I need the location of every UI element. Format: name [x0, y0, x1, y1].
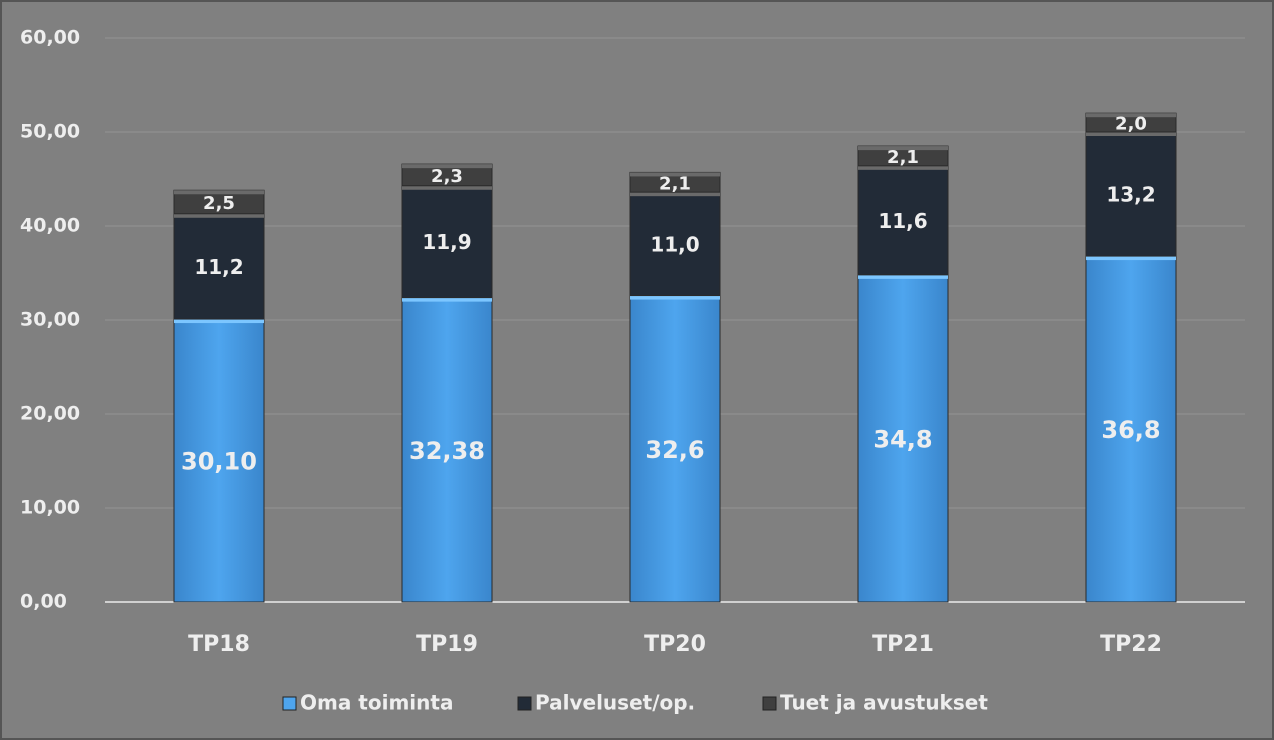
legend-label: Oma toiminta: [300, 691, 453, 715]
bar-bevel: [1086, 113, 1176, 118]
x-tick-label: TP19: [416, 632, 478, 657]
data-label: 13,2: [1106, 183, 1155, 207]
data-label: 32,38: [409, 437, 485, 465]
y-tick-label: 30,00: [20, 309, 80, 331]
y-tick-label: 0,00: [20, 591, 67, 613]
bar-bevel: [174, 190, 264, 195]
x-tick-label: TP20: [644, 632, 706, 657]
legend-label: Palveluset/op.: [535, 691, 695, 715]
bar-segment: [401, 297, 493, 603]
x-tick-label: TP18: [188, 632, 250, 657]
bar-segment: [629, 295, 721, 603]
bar-bevel: [858, 165, 948, 170]
bar-segment: [173, 318, 265, 603]
data-label: 32,6: [645, 436, 704, 464]
legend-label: Tuet ja avustukset: [780, 691, 988, 715]
bar-bevel: [402, 297, 492, 302]
bar-bevel: [858, 274, 948, 279]
y-tick-label: 10,00: [20, 497, 80, 519]
legend-marker: [517, 696, 532, 711]
bar-bevel: [1086, 256, 1176, 261]
legend-marker: [282, 696, 297, 711]
bar-bevel: [174, 213, 264, 218]
data-label: 2,5: [203, 193, 235, 214]
data-label: 11,0: [650, 232, 699, 256]
data-label: 11,6: [878, 209, 927, 233]
bar-segment: [629, 191, 721, 297]
bar-bevel: [402, 185, 492, 190]
data-label: 36,8: [1101, 416, 1160, 444]
y-tick-label: 20,00: [20, 403, 80, 425]
data-label: 30,10: [181, 448, 257, 476]
x-tick-label: TP21: [872, 632, 934, 657]
data-label: 2,3: [431, 166, 463, 187]
bar-bevel: [174, 319, 264, 324]
data-label: 2,0: [1115, 114, 1147, 135]
data-label: 34,8: [873, 425, 932, 453]
bar-bevel: [630, 172, 720, 177]
data-label: 11,2: [194, 255, 243, 279]
y-tick-label: 50,00: [20, 121, 80, 143]
data-label: 11,9: [422, 230, 471, 254]
bar-bevel: [630, 192, 720, 197]
bar-bevel: [1086, 132, 1176, 136]
bar-segment: [173, 213, 265, 320]
x-tick-label: TP22: [1100, 632, 1162, 657]
bar-segment: [1085, 131, 1177, 257]
bar-bevel: [630, 295, 720, 300]
bar-bevel: [858, 146, 948, 151]
data-label: 2,1: [659, 173, 691, 194]
y-tick-label: 40,00: [20, 215, 80, 237]
bar-bevel: [402, 164, 492, 169]
legend-marker: [762, 696, 777, 711]
bar-segment: [857, 274, 949, 603]
y-tick-label: 60,00: [20, 27, 80, 49]
data-label: 2,1: [887, 147, 919, 168]
bar-segment: [401, 185, 493, 299]
bar-segment: [1085, 255, 1177, 603]
